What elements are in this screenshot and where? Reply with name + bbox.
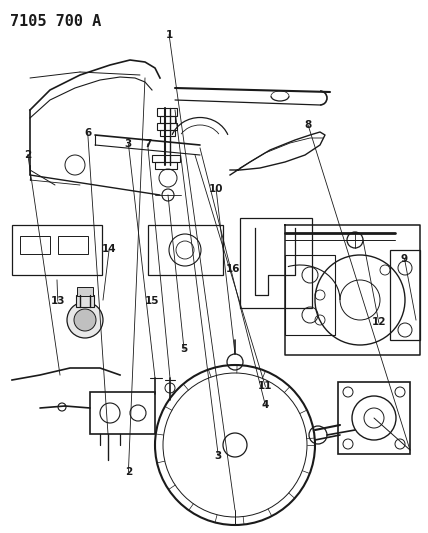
Text: 3: 3 [125, 139, 132, 149]
Bar [160, 116, 175, 123]
Bar [58, 236, 88, 254]
Bar [152, 155, 180, 162]
Text: 7: 7 [144, 139, 152, 149]
Text: 7105 700 A: 7105 700 A [10, 14, 101, 29]
Circle shape [74, 309, 96, 331]
Text: 2: 2 [24, 150, 31, 159]
Text: 14: 14 [102, 245, 116, 254]
Bar [157, 108, 177, 116]
Text: 15: 15 [145, 296, 159, 306]
Text: 13: 13 [51, 296, 65, 306]
Bar [148, 225, 223, 275]
Bar [90, 392, 155, 434]
Text: 12: 12 [372, 318, 386, 327]
Text: 8: 8 [305, 120, 312, 130]
Bar [390, 250, 420, 340]
Circle shape [67, 302, 103, 338]
Bar [157, 123, 177, 130]
Text: 6: 6 [84, 128, 91, 138]
Bar [338, 382, 410, 454]
Bar [20, 236, 50, 254]
Bar [240, 218, 312, 308]
Text: 9: 9 [401, 254, 408, 263]
Text: 3: 3 [215, 451, 222, 461]
Bar [155, 162, 177, 169]
Bar [77, 287, 93, 296]
Text: 2: 2 [125, 467, 132, 477]
Bar [160, 130, 175, 136]
Text: 4: 4 [262, 400, 269, 410]
Text: 10: 10 [209, 184, 223, 194]
Bar [76, 295, 94, 307]
Bar [285, 255, 335, 335]
Bar [12, 225, 102, 275]
Text: 1: 1 [166, 30, 172, 39]
Text: 5: 5 [181, 344, 187, 354]
Text: 16: 16 [226, 264, 241, 274]
Text: 11: 11 [258, 382, 273, 391]
